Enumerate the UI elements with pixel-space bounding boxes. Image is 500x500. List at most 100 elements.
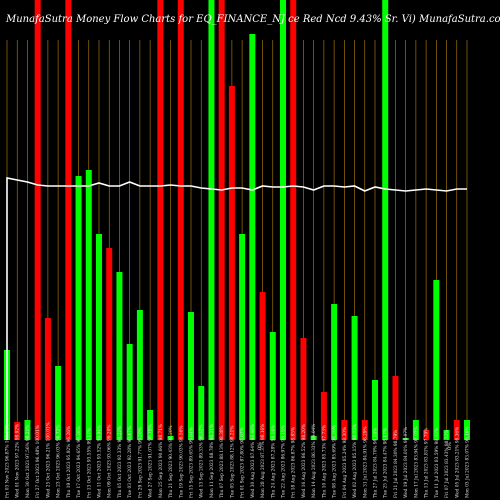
bar [65,0,72,440]
x-tick-label: Fri 03 Nov 2023 96.87% 100.04% [6,424,11,498]
bar [126,344,133,440]
bar [320,392,327,440]
x-tick-label: Thu 24 Aug 2023 87.28% 98.14% [271,425,276,498]
x-tick-label: Wed 30 Aug 2023 87.64% 98.48% [251,424,256,498]
bar [157,0,164,440]
bar [106,248,113,440]
bar [208,0,215,440]
x-tick-label: Wed 11 Oct 2023 93.52% 98.94% [98,425,103,498]
bar [280,0,286,440]
x-tick-label: Fri 01 Sep 2023 87.80% 98.67% [241,427,246,498]
bar [351,316,358,440]
x-tick-label: Tue 11 Jul 2023 83.59% 98.42% [435,428,440,498]
bar [361,420,368,440]
money-flow-line-group [6,177,467,440]
bar [412,420,419,440]
bar [433,280,440,440]
x-tick-label: Mon 31 Jul 2023 84.91% 98.29% [363,426,368,498]
x-tick-label: Thu 07 Sep 2023 88.13% 98.38% [220,425,225,498]
bar [24,420,31,440]
bar [239,234,246,440]
x-tick-label: Thu 19 Oct 2023 95.92% 96.26% [67,426,72,498]
x-tick-label: Wed 19 Jul 2023 84.01% 98.07% [404,427,409,498]
bar [34,0,41,440]
bar [55,366,62,440]
bar [177,0,184,440]
bar [218,0,225,440]
bar [464,420,470,440]
x-tick-label: Fri 13 Oct 2023 93.55% 99.17% [87,428,92,498]
mid-label: 0% [257,442,263,450]
x-tick-label: Wed 16 Aug 2023 86.52% 98.20% [302,424,307,498]
bar [198,386,205,440]
bar [44,318,51,440]
x-tick-label: Thu 13 Jul 2023 83.81% 97.79% [425,428,430,498]
bar [382,0,389,440]
x-tick-label: Fri 15 Sep 2023 89.65% 99.84% [190,427,195,498]
x-tick-label: Fri 04 Aug 2023 85.24% 98.30% [343,427,348,498]
x-tick-label: Wed 13 Sep 2023 89.33% 98.52% [200,424,205,498]
bar [167,436,174,440]
bar [443,430,450,440]
x-tick-label: Tue 19 Sep 2023 90.03% 98.56% [179,426,184,498]
x-tick-label: Mon 14 Aug 2023 86.33% 98.04% [312,424,317,498]
bars [4,0,470,440]
x-tick-label: Tue 22 Aug 2023 86.97% 98.15% [282,425,287,498]
bar [188,312,194,440]
chart-title: MunafaSutra Money Flow Charts for EQ_FIN… [5,14,500,25]
bar [423,430,430,440]
bar [259,292,266,440]
bar [147,410,154,440]
x-tick-label: Mon 25 Sep 2023 90.66% 98.71% [159,424,164,498]
x-tick-label: Mon 03 Jul 2023 83.07% 98.16% [466,426,471,498]
bar [85,170,92,440]
mid-label: 0% [447,442,453,450]
x-tick-label: Fri 21 Jul 2023 84.30% 98.79% [394,430,399,498]
x-tick-label: Tue 03 Oct 2023 92.28% 99.47% [128,426,133,498]
x-tick-label: Mon 11 Sep 2023 88.78% 98.31% [210,424,215,498]
x-tick-label: Mon 30 Oct 2023 97.56% 98.21% [26,425,31,498]
x-tick-label: Mon 17 Jul 2023 83.94% 98.03% [414,426,419,498]
x-tick-label: Tue 08 Aug 2023 85.69% 98.20% [333,425,338,498]
x-tick-label: Wed 02 Aug 2023 85.15% 98.03% [353,424,358,498]
x-tick-label: Thu 21 Sep 2023 90.43% 98.20% [169,425,174,498]
bar [136,310,143,440]
mid-labels: 0% 0% [257,442,453,450]
x-tick-label: Thu 05 Oct 2023 92.33% 99.22% [118,426,123,498]
bar [300,338,307,440]
x-tick-label: Fri 27 Oct 2023 96.48% 100.01% [36,425,41,498]
x-tick-label: Mon 28 Aug 2023 87.37% 98.16% [261,424,266,498]
bar [453,420,460,440]
bar [249,34,256,440]
bar [341,420,348,440]
x-tick-label: Mon 09 Oct 2023 93.06% 99.20% [108,425,113,498]
x-tick-label: Tue 25 Jul 2023 84.47% 98.17% [384,428,389,498]
x-tick-label: Tue 17 Oct 2023 94.65% 99.28% [77,426,82,498]
bar [96,234,102,440]
bar [372,380,378,440]
bar [269,332,276,440]
x-tick-label: Fri 07 Jul 2023 83.43% 98.32% [445,430,450,498]
bar [402,438,409,440]
money-flow-line [6,177,467,440]
bar [331,304,338,440]
bar [116,272,123,440]
bar [290,0,297,440]
x-tick-label: Wed 25 Oct 2023 96.21% 100.01% [46,422,51,498]
x-tick-label: Mon 23 Oct 2023 96.03% 96.72% [57,425,62,498]
bar [310,436,317,440]
x-tick-label: Thu 10 Aug 2023 85.73% 97.73% [322,425,327,498]
bar [392,376,399,440]
x-tick-label: Wed 01 Nov 2023 97.22% 98.92% [16,424,21,498]
x-tick-label: Fri 29 Sep 2023 91.77% 99.20% [138,427,143,498]
x-tick-label: Wed 05 Jul 2023 83.21% 98.36% [455,427,460,498]
x-tick-label: Thu 27 Jul 2023 84.70% 98.18% [374,428,379,498]
bar [75,176,82,440]
x-tick-label: Tue 05 Sep 2023 88.12% 98.21% [230,426,235,498]
x-tick-labels: Fri 03 Nov 2023 96.87% 100.04% Wed 01 Nov… [6,422,471,498]
bar [14,422,21,440]
bar [228,86,235,440]
x-tick-label: Wed 27 Sep 2023 91.07% 98.78% [149,424,154,498]
